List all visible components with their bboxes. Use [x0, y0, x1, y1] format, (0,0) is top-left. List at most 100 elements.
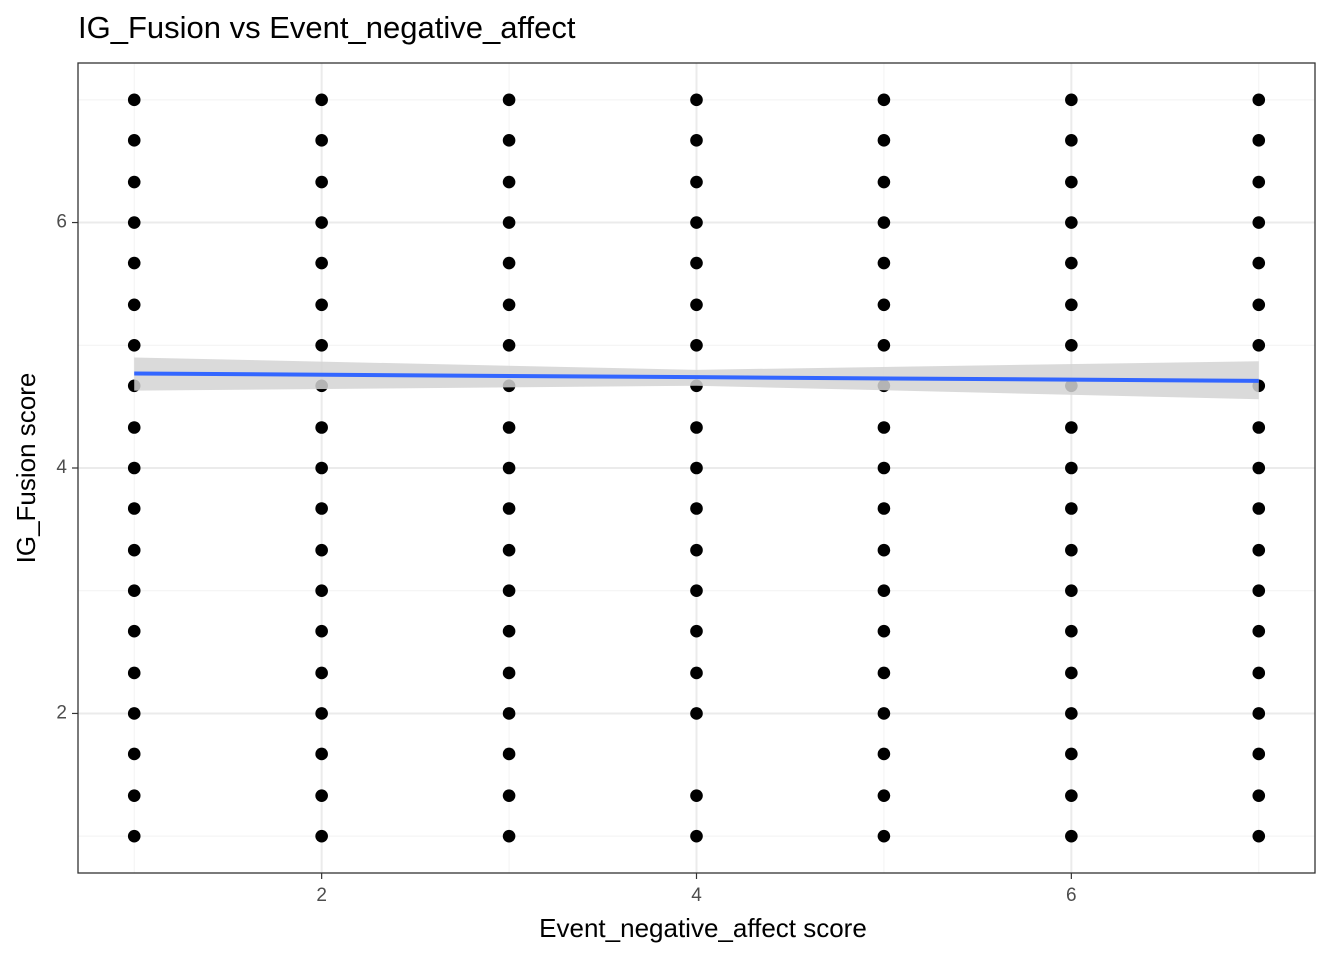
point: [315, 256, 328, 270]
point: [690, 624, 703, 638]
point: [1065, 175, 1078, 189]
point: [1065, 789, 1078, 802]
point: [127, 707, 141, 720]
point: [690, 338, 703, 352]
point: [1252, 256, 1266, 270]
point: [127, 216, 141, 229]
point: [127, 624, 141, 638]
point: [502, 584, 516, 598]
point: [315, 338, 328, 352]
point: [877, 298, 891, 312]
point: [502, 747, 516, 761]
point: [877, 134, 891, 147]
point: [1252, 747, 1266, 761]
point: [1065, 216, 1078, 229]
x-tick-label: 6: [1066, 885, 1077, 906]
point: [877, 543, 891, 557]
point: [1065, 666, 1078, 680]
point: [315, 93, 328, 107]
point: [1065, 543, 1078, 557]
x-tick-label: 4: [691, 885, 702, 906]
point: [690, 543, 703, 557]
point: [877, 829, 891, 843]
point: [315, 624, 328, 638]
point: [502, 666, 516, 680]
point: [877, 338, 891, 352]
point: [315, 216, 328, 229]
point: [877, 747, 891, 761]
point: [877, 461, 891, 475]
point: [315, 707, 328, 720]
point: [315, 134, 328, 147]
point: [877, 175, 891, 189]
point: [1252, 134, 1266, 147]
point: [315, 789, 328, 802]
point: [1065, 707, 1078, 720]
point: [1252, 175, 1266, 189]
point: [315, 829, 328, 843]
point: [502, 298, 516, 312]
point: [315, 584, 328, 598]
point: [690, 134, 703, 147]
point: [502, 543, 516, 557]
point: [690, 216, 703, 229]
point: [127, 666, 141, 680]
point: [315, 461, 328, 475]
point: [877, 256, 891, 270]
point: [1065, 461, 1078, 475]
point: [690, 584, 703, 598]
point: [690, 461, 703, 475]
point: [690, 829, 703, 843]
point: [1065, 584, 1078, 598]
point: [1065, 421, 1078, 434]
point: [690, 256, 703, 270]
point: [127, 256, 141, 270]
trend-line: [134, 371, 1259, 383]
chart-title: IG_Fusion vs Event_negative_affect: [78, 10, 576, 45]
point: [690, 502, 703, 515]
point: [1252, 829, 1266, 843]
point: [877, 93, 891, 107]
point: [502, 707, 516, 720]
point: [690, 93, 703, 107]
point: [502, 461, 516, 475]
x-axis-label: Event_negative_affect score: [539, 913, 867, 943]
point: [502, 502, 516, 515]
point: [1252, 461, 1266, 475]
point: [315, 747, 328, 761]
point: [1252, 421, 1266, 434]
point: [877, 502, 891, 515]
point: [127, 175, 141, 189]
point: [502, 829, 516, 843]
panel-border: [77, 62, 1316, 874]
point: [690, 421, 703, 434]
point: [502, 789, 516, 802]
point: [127, 584, 141, 598]
point: [877, 216, 891, 229]
point: [1065, 502, 1078, 515]
point: [315, 666, 328, 680]
point: [502, 624, 516, 638]
point: [1065, 134, 1078, 147]
point: [502, 338, 516, 352]
point: [127, 789, 141, 802]
x-tick-label: 2: [316, 885, 327, 906]
point: [127, 543, 141, 557]
point: [502, 134, 516, 147]
point: [127, 298, 141, 312]
point: [502, 175, 516, 189]
point: [690, 666, 703, 680]
point: [1065, 93, 1078, 107]
point: [1252, 298, 1266, 312]
point: [1252, 543, 1266, 557]
point: [1252, 93, 1266, 107]
point: [315, 502, 328, 515]
point: [127, 134, 141, 147]
point: [1252, 338, 1266, 352]
point: [877, 624, 891, 638]
point: [502, 93, 516, 107]
point: [690, 175, 703, 189]
point: [1252, 584, 1266, 598]
